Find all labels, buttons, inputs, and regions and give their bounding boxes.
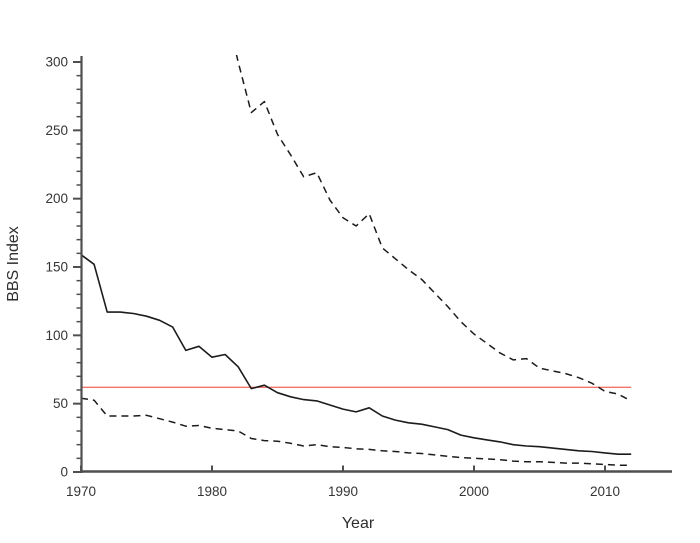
y-tick-label: 200 [45, 191, 68, 206]
upper-confidence-limit-line [235, 55, 632, 402]
x-tick-label: 1980 [197, 484, 227, 499]
x-tick-label: 2010 [590, 484, 620, 499]
y-tick-label: 300 [45, 54, 68, 69]
x-tick-label: 2000 [459, 484, 489, 499]
axes-group [73, 56, 672, 473]
y-tick-label: 150 [45, 260, 68, 275]
x-tick-label: 1990 [328, 484, 358, 499]
y-tick-labels: 0 50 100 150 200 250 300 [45, 54, 68, 479]
lower-confidence-limit-line [81, 397, 632, 466]
y-tick-label: 100 [45, 328, 68, 343]
y-axis-title: BBS Index [5, 226, 22, 302]
x-tick-label: 1970 [66, 484, 96, 499]
y-tick-label: 50 [53, 396, 68, 411]
y-tick-label: 0 [60, 465, 68, 480]
y-tick-label: 250 [45, 123, 68, 138]
x-tick-labels: 1970 1980 1990 2000 2010 [66, 484, 620, 499]
x-axis-title: Year [341, 515, 375, 532]
bbs-index-line [81, 254, 632, 456]
data-lines-group [81, 55, 632, 466]
